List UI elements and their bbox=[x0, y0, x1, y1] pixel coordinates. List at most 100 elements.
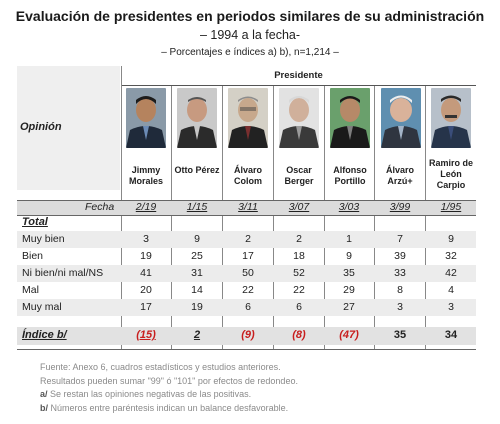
divider bbox=[17, 215, 476, 216]
president-name: Álvaro Arzú+ bbox=[385, 165, 414, 186]
portrait-row bbox=[121, 88, 476, 158]
opinion-header: Opinión bbox=[20, 121, 62, 133]
footnote-b-marker: b/ bbox=[40, 402, 48, 413]
date-cell: 3/03 bbox=[338, 201, 360, 213]
table-cell: 6 bbox=[296, 301, 302, 313]
portrait-otto-perez bbox=[177, 88, 217, 148]
table-cell: 9 bbox=[448, 233, 454, 245]
index-cell: 34 bbox=[444, 329, 458, 341]
president-name: Ramiro de León Carpio bbox=[428, 158, 473, 190]
table-cell: 19 bbox=[140, 250, 152, 262]
date-cell: 1/95 bbox=[440, 201, 462, 213]
table-cell: 25 bbox=[191, 250, 203, 262]
index-cell: 2 bbox=[193, 329, 201, 341]
footnote-source: Fuente: Anexo 6, cuadros estadísticos y … bbox=[40, 362, 281, 372]
index-cell: (47) bbox=[339, 329, 359, 341]
row-label: Muy mal bbox=[22, 301, 62, 313]
portrait-alvaro-arzu bbox=[381, 88, 421, 148]
total-section-label: Total bbox=[22, 216, 48, 228]
date-cell: 1/15 bbox=[186, 201, 208, 213]
table-cell: 35 bbox=[343, 267, 355, 279]
table-cell: 9 bbox=[346, 250, 352, 262]
date-cell: 3/99 bbox=[389, 201, 411, 213]
footnote-b-text: Números entre paréntesis indican un bala… bbox=[50, 402, 289, 413]
footnote-a-marker: a/ bbox=[40, 389, 48, 399]
table-cell: 1 bbox=[346, 233, 352, 245]
divider bbox=[17, 349, 476, 350]
column-divider bbox=[374, 86, 375, 349]
table-cell: 2 bbox=[296, 233, 302, 245]
table-cell: 6 bbox=[245, 301, 251, 313]
page-note: – Porcentajes e índices a) b), n=1,214 – bbox=[161, 47, 339, 58]
index-row: Índice b/ (15) 2 (9) (8) (47) 35 34 bbox=[17, 327, 476, 345]
table-cell: 8 bbox=[397, 284, 403, 296]
column-divider bbox=[425, 86, 426, 349]
column-divider bbox=[222, 86, 223, 349]
portrait-oscar-berger bbox=[279, 88, 319, 148]
table-cell: 9 bbox=[194, 233, 200, 245]
table-cell: 18 bbox=[293, 250, 305, 262]
date-row: Fecha 2/19 1/15 3/11 3/07 3/03 3/99 1/95 bbox=[17, 200, 476, 215]
table-cell: 33 bbox=[394, 267, 406, 279]
portrait-alfonso-portillo bbox=[330, 88, 370, 148]
date-cell: 3/11 bbox=[238, 201, 258, 213]
table-row: Ni bien/ni mal/NS 41 31 50 52 35 33 42 bbox=[17, 265, 476, 282]
table-cell: 52 bbox=[293, 267, 305, 279]
index-cell: (8) bbox=[292, 329, 306, 341]
table-cell: 32 bbox=[445, 250, 457, 262]
footnote-a: a/ Se restan las opiniones negativas de … bbox=[40, 388, 298, 402]
divider bbox=[17, 200, 476, 201]
table-row: Muy bien 3 9 2 2 1 7 9 bbox=[17, 231, 476, 248]
row-header-cell bbox=[17, 66, 120, 190]
table-cell: 17 bbox=[140, 301, 152, 313]
date-row-label: Fecha bbox=[85, 201, 115, 213]
president-name: Jimmy Morales bbox=[128, 165, 163, 186]
footnotes: Fuente: Anexo 6, cuadros estadísticos y … bbox=[40, 361, 298, 415]
table-cell: 50 bbox=[242, 267, 254, 279]
page-subtitle: – 1994 a la fecha- bbox=[199, 28, 301, 42]
table-cell: 3 bbox=[397, 301, 403, 313]
table-cell: 17 bbox=[242, 250, 254, 262]
row-label: Muy bien bbox=[22, 233, 65, 245]
president-group-header: Presidente bbox=[121, 66, 476, 86]
table-cell: 3 bbox=[143, 233, 149, 245]
table-cell: 3 bbox=[448, 301, 454, 313]
column-divider bbox=[171, 86, 172, 349]
president-name: Álvaro Colom bbox=[233, 165, 262, 186]
table-row: Bien 19 25 17 18 9 39 32 bbox=[17, 248, 476, 265]
page-title: Evaluación de presidentes en periodos si… bbox=[15, 8, 485, 24]
table-cell: 7 bbox=[397, 233, 403, 245]
row-label: Bien bbox=[22, 250, 44, 262]
table-cell: 19 bbox=[191, 301, 203, 313]
footnote-rounding: Resultados pueden sumar "99" ó "101" por… bbox=[40, 375, 298, 386]
table-cell: 42 bbox=[445, 267, 457, 279]
footnote-a-text: Se restan las opiniones negativas de las… bbox=[50, 389, 252, 399]
footnote-b: b/ Números entre paréntesis indican un b… bbox=[40, 402, 298, 416]
table-cell: 14 bbox=[191, 284, 203, 296]
date-cell: 3/07 bbox=[288, 201, 310, 213]
table-cell: 41 bbox=[140, 267, 152, 279]
table-cell: 4 bbox=[448, 284, 454, 296]
column-divider bbox=[324, 86, 325, 349]
table-cell: 27 bbox=[343, 301, 355, 313]
index-cell: (9) bbox=[241, 329, 255, 341]
table-cell: 22 bbox=[242, 284, 254, 296]
index-cell: 35 bbox=[393, 329, 407, 341]
index-label: Índice b/ bbox=[22, 329, 67, 341]
president-name: Otto Pérez bbox=[174, 165, 220, 175]
column-divider bbox=[273, 86, 274, 349]
table-cell: 31 bbox=[191, 267, 203, 279]
index-cell: (15) bbox=[136, 329, 156, 341]
table-cell: 39 bbox=[394, 250, 406, 262]
date-cell: 2/19 bbox=[135, 201, 157, 213]
table-cell: 29 bbox=[343, 284, 355, 296]
table-row: Mal 20 14 22 22 29 8 4 bbox=[17, 282, 476, 299]
table-cell: 2 bbox=[245, 233, 251, 245]
portrait-ramiro-de-leon-carpio bbox=[431, 88, 471, 148]
table-cell: 22 bbox=[293, 284, 305, 296]
row-label: Mal bbox=[22, 284, 39, 296]
row-label: Ni bien/ni mal/NS bbox=[22, 267, 104, 279]
table-row: Muy mal 17 19 6 6 27 3 3 bbox=[17, 299, 476, 316]
president-name: Alfonso Portillo bbox=[333, 165, 367, 186]
portrait-jimmy-morales bbox=[126, 88, 166, 148]
